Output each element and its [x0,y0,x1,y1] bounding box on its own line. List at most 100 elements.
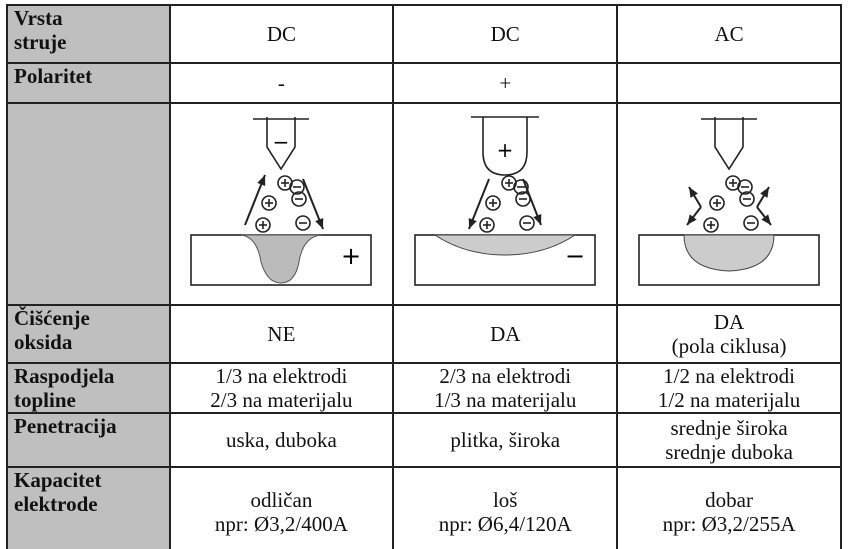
table-cell: DA [392,304,619,364]
cell-text: npr: Ø6,4/120A [438,512,572,536]
table-row: Čišćenje oksida NE DA DA (pola ciklusa) [6,304,842,364]
cell-text: AC [714,22,744,46]
cell-text: 1/3 na elektrodi [215,364,348,388]
table-cell: odličan npr: Ø3,2/400A [168,466,395,549]
cell-text: Kapacitet [14,468,102,492]
particle [709,194,725,211]
table-cell: loš npr: Ø6,4/120A [392,466,619,549]
cell-text: 1/2 na elektrodi [663,364,795,388]
table-row: Raspodjela topline 1/3 na elektrodi 2/3 na … [6,362,842,414]
cell-text: 2/3 na materijalu [210,388,353,412]
cell-text: srednje duboka [665,440,793,464]
cell-text: plitka, široka [450,428,561,452]
table-cell: AC [616,4,842,64]
diagram-cell: + − [392,102,619,306]
weld-pool [433,234,577,256]
row-label: Raspodjela topline [6,362,171,414]
cell-text: loš [492,488,518,512]
arrow-head [761,213,772,225]
comparison-table: Vrsta struje DC DC AC Polaritet - + − + + − Čišćenje… [6,4,842,549]
table-cell: plitka, široka [392,412,619,468]
particle [739,190,755,207]
cell-text: Raspodjela [14,364,115,388]
arrow-head [533,213,542,225]
arrow-head [257,174,266,186]
particle [295,214,312,231]
weld-diagram: +− [414,115,597,286]
cell-text: - [277,71,285,95]
electrode [266,116,297,170]
cell-text: elektrode [14,492,98,516]
table-row: Vrsta struje DC DC AC [6,4,842,64]
cell-text: 1/3 na materijalu [434,388,577,412]
table-cell: 1/2 na elektrodi 1/2 na materijalu [616,362,842,414]
cell-text: Polaritet [14,64,93,88]
table-row: Penetracija uska, duboka plitka, široka sre… [6,412,842,468]
electrode-sign: + [497,138,514,162]
table-cell: DC [392,4,619,64]
table-cell: uska, duboka [168,412,395,468]
cell-text: topline [14,388,76,412]
weld-diagram [638,116,820,286]
cell-text: 2/3 na elektrodi [439,364,572,388]
cell-text: npr: Ø3,2/255A [662,512,796,536]
table-cell [616,62,842,104]
cell-text: npr: Ø3,2/400A [214,512,348,536]
particle [737,178,753,195]
table-cell: + [392,62,619,104]
diagram-cell [616,102,842,306]
table-cell: NE [168,304,395,364]
cell-text: (pola ciklusa) [671,334,787,358]
electrode-sign: − [273,130,290,154]
table-cell: 2/3 na elektrodi 1/3 na materijalu [392,362,619,414]
table-cell: 1/3 na elektrodi 2/3 na materijalu [168,362,395,414]
cell-text: DC [266,22,297,46]
table-cell: srednje široka srednje duboka [616,412,842,468]
row-label: Vrsta struje [6,4,171,64]
cell-text: Vrsta [14,6,63,30]
cell-text: dobar [705,488,753,512]
cell-text: DC [490,22,520,46]
table-row: − + + − [6,102,842,306]
row-label: Kapacitet elektrode [6,466,171,549]
weld-pool [241,234,322,284]
weld-pool [683,234,775,272]
arrow-head [687,213,697,225]
row-label: Čišćenje oksida [6,304,171,364]
particle [261,194,278,211]
cell-text: odličan [250,488,313,512]
table-row: Polaritet - + [6,62,842,104]
weld-diagram: −+ [190,116,373,286]
table-cell: dobar npr: Ø3,2/255A [616,466,842,549]
particle [513,178,530,195]
particle [485,194,502,211]
workpiece-sign: − [565,242,585,270]
cell-text: + [499,71,512,95]
cell-text: DA [490,322,521,346]
table-row: Kapacitet elektrode odličan npr: Ø3,2/400A l… [6,466,842,549]
electrode [714,116,744,170]
particle [519,214,536,231]
cell-text: DA [713,310,745,334]
cell-text: 1/2 na materijalu [657,388,801,412]
arrow-head [689,186,698,198]
table-cell: DC [168,4,395,64]
row-label: Penetracija [6,412,171,468]
cell-text: uska, duboka [226,428,337,452]
table-cell: DA (pola ciklusa) [616,304,842,364]
table-cell: - [168,62,395,104]
row-label: Polaritet [6,62,171,104]
diagram-cell: − + [168,102,395,306]
cell-text: oksida [14,330,73,354]
arrow-head [760,186,770,198]
row-label [6,102,171,306]
cell-text: struje [14,30,67,54]
particle [479,216,496,233]
cell-text: Penetracija [14,414,117,438]
arrow-head [315,217,324,229]
arrow-head [469,217,477,229]
particle [255,216,272,233]
particle [743,214,759,231]
cell-text: Čišćenje [14,306,90,330]
